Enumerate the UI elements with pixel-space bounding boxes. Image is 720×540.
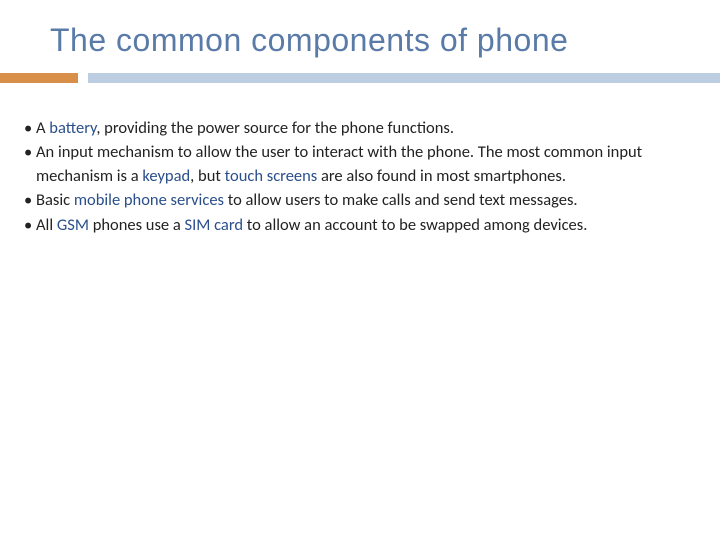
link-text: SIM card: [185, 215, 244, 235]
divider-main: [88, 73, 720, 83]
divider-row: [0, 73, 720, 83]
body-text: to allow users to make calls and send te…: [224, 190, 578, 210]
bullet-item: All GSM phones use a SIM card to allow a…: [24, 214, 696, 237]
link-text: battery: [49, 118, 96, 138]
body-text: phones use a: [89, 215, 185, 235]
body-text: to allow an account to be swapped among …: [243, 215, 587, 235]
body-text: are also found in most smartphones.: [317, 166, 566, 186]
body-text: , providing the power source for the pho…: [96, 118, 454, 138]
link-text: GSM: [57, 215, 89, 235]
link-text: mobile phone services: [74, 190, 224, 210]
content-area: A battery, providing the power source fo…: [0, 117, 720, 237]
link-text: touch screens: [225, 166, 318, 186]
divider-accent: [0, 73, 78, 83]
body-text: A: [36, 118, 49, 138]
bullet-item: A battery, providing the power source fo…: [24, 117, 696, 140]
bullet-list: A battery, providing the power source fo…: [24, 117, 696, 237]
body-text: Basic: [36, 190, 74, 210]
bullet-item: An input mechanism to allow the user to …: [24, 141, 696, 188]
bullet-item: Basic mobile phone services to allow use…: [24, 189, 696, 212]
divider-spacer: [78, 73, 88, 83]
link-text: keypad: [142, 166, 190, 186]
body-text: All: [36, 215, 57, 235]
body-text: , but: [190, 166, 224, 186]
slide-title: The common components of phone: [0, 0, 720, 73]
